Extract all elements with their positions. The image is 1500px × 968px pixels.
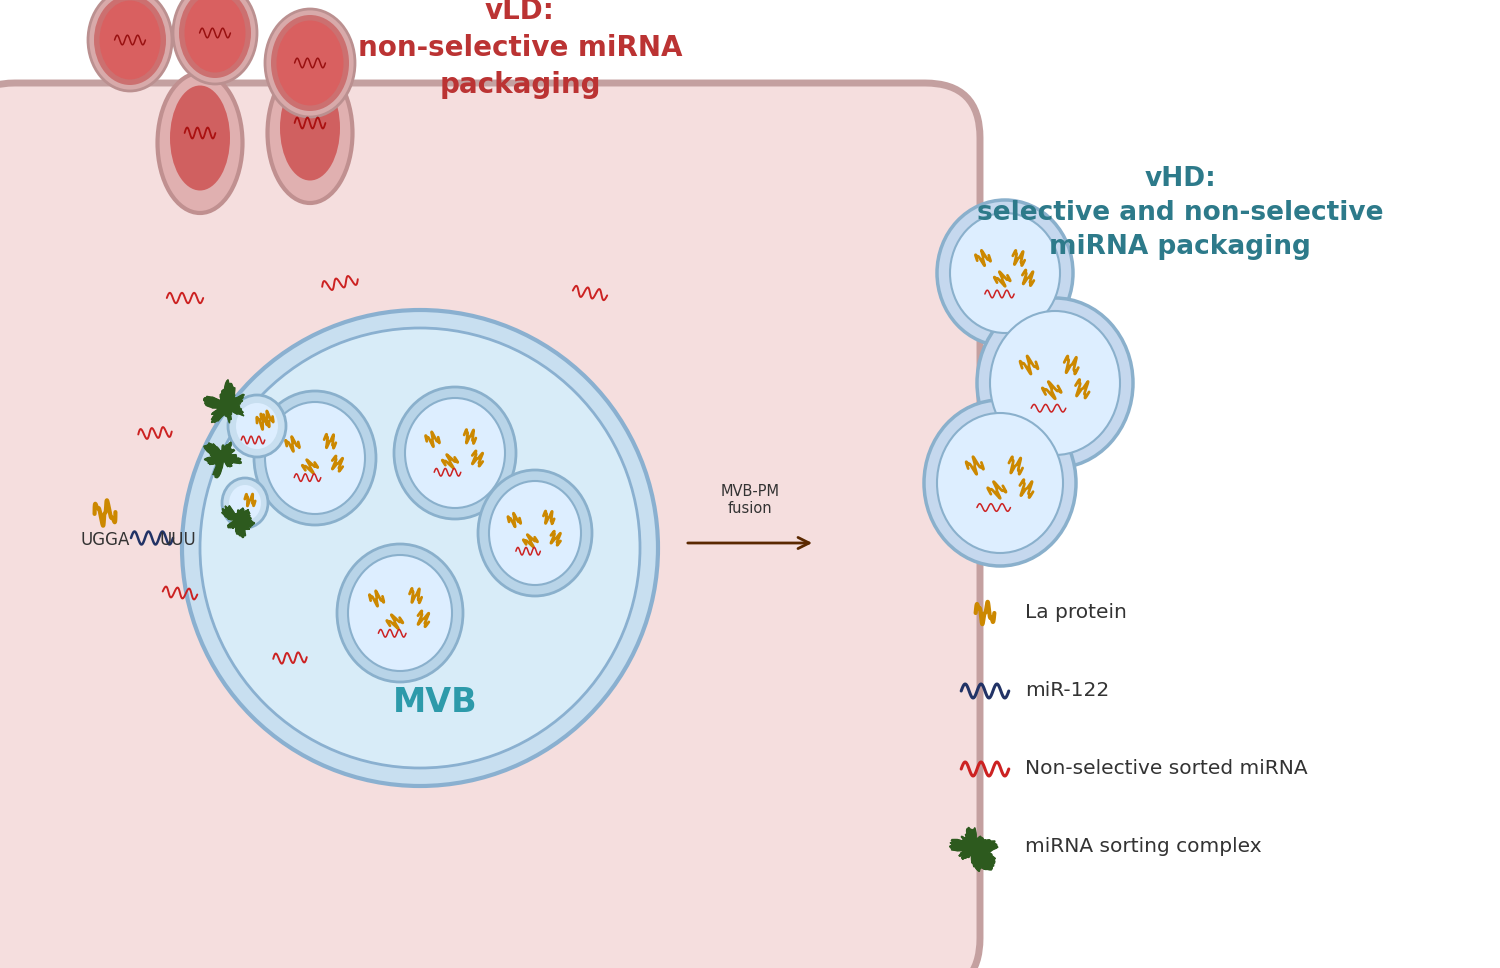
Ellipse shape [266,402,364,514]
Ellipse shape [405,398,506,508]
Ellipse shape [94,0,166,85]
Text: vHD:
selective and non-selective
miRNA packaging: vHD: selective and non-selective miRNA p… [976,166,1383,260]
Text: MVB: MVB [393,686,477,719]
Ellipse shape [924,400,1076,566]
Ellipse shape [222,478,268,528]
Ellipse shape [478,470,592,596]
Ellipse shape [348,555,452,671]
Ellipse shape [88,0,172,91]
Polygon shape [204,379,245,423]
Text: UGGA: UGGA [81,531,129,549]
Polygon shape [204,442,242,477]
Ellipse shape [938,413,1064,553]
Ellipse shape [170,85,230,191]
Circle shape [182,310,658,786]
Ellipse shape [950,213,1060,333]
FancyBboxPatch shape [0,83,980,968]
Ellipse shape [228,395,286,457]
Polygon shape [950,828,998,871]
Ellipse shape [254,391,376,525]
Ellipse shape [99,1,160,79]
Text: miRNA sorting complex: miRNA sorting complex [1024,837,1262,857]
Text: miR-122: miR-122 [1024,681,1108,701]
Ellipse shape [938,200,1072,346]
Ellipse shape [280,76,340,180]
Ellipse shape [276,20,344,106]
Text: La protein: La protein [1024,603,1126,622]
Ellipse shape [338,544,464,682]
Ellipse shape [266,9,356,117]
Text: UUU: UUU [159,531,196,549]
Ellipse shape [272,15,350,111]
Ellipse shape [990,311,1120,455]
Ellipse shape [178,0,251,78]
Ellipse shape [172,0,256,84]
Ellipse shape [394,387,516,519]
Ellipse shape [158,73,243,213]
Text: MVB-PM
fusion: MVB-PM fusion [720,484,780,516]
Text: vLD:
non-selective miRNA
packaging: vLD: non-selective miRNA packaging [357,0,682,99]
Polygon shape [222,505,255,537]
Ellipse shape [230,485,261,521]
Ellipse shape [184,0,246,73]
Text: Non-selective sorted miRNA: Non-selective sorted miRNA [1024,760,1308,778]
Ellipse shape [976,298,1132,468]
Ellipse shape [267,63,352,203]
Ellipse shape [236,403,278,449]
Ellipse shape [489,481,580,585]
Circle shape [200,328,640,768]
